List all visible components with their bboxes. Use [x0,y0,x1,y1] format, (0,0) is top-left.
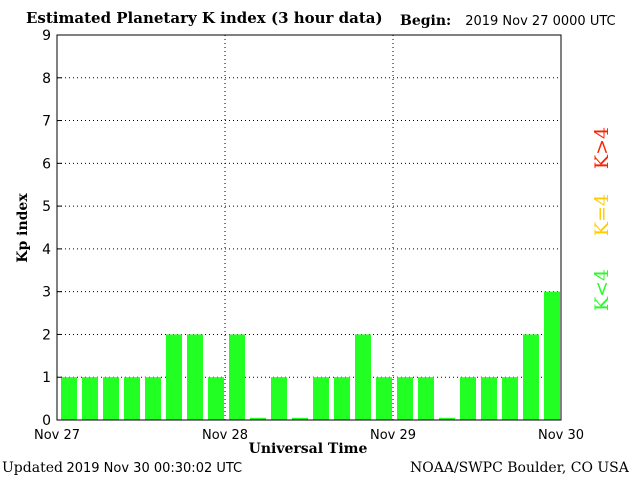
kp-bar [334,377,350,420]
kp-bar [418,377,434,420]
kp-bar [124,377,140,420]
updated-value: 2019 Nov 30 00:30:02 UTC [66,461,243,476]
y-axis-label: Kp index [15,193,31,263]
y-tick-label: 0 [42,413,51,429]
kp-bar [166,334,182,420]
chart-title: Estimated Planetary K index (3 hour data… [26,9,383,27]
kp-bar [481,377,497,420]
y-tick-label: 6 [42,156,51,172]
kp-bar [355,334,371,420]
kp-bar [187,334,203,420]
updated-label: Updated [2,460,63,476]
x-tick-labels: Nov 27 Nov 28 Nov 29 Nov 30 [34,428,584,443]
y-tick-label: 3 [42,285,51,301]
updated-timestamp: Updated 2019 Nov 30 00:30:02 UTC [2,460,242,477]
x-tick-label: Nov 29 [370,428,416,443]
y-tick-label: 4 [42,242,51,258]
x-axis-label: Universal Time [249,441,368,457]
kp-bar [103,377,119,420]
y-tick-label: 1 [42,370,51,386]
y-tick-label: 8 [42,71,51,87]
kp-bar [397,377,413,420]
kp-bar [61,377,77,420]
plot-frame [56,34,562,421]
legend: K<4 K=4 K>4 [591,127,613,311]
x-tick-label: Nov 27 [34,428,80,443]
kp-bar [460,377,476,420]
legend-entry: K=4 [591,194,613,236]
data-source: NOAA/SWPC Boulder, CO USA [410,460,629,476]
kp-bar [250,417,266,420]
y-tick-label: 5 [42,199,51,215]
y-tick-label: 7 [42,114,51,130]
grid-lines [57,35,561,420]
bars [61,291,560,420]
kp-bar [82,377,98,420]
kp-bar [229,334,245,420]
y-tick-label: 2 [42,327,51,343]
y-tick-label: 9 [42,28,51,44]
kp-bar [376,377,392,420]
kp-bar [439,417,455,420]
y-tick-labels: 0 1 2 3 4 5 6 7 8 9 [42,28,62,429]
kp-bar [313,377,329,420]
begin-timestamp: Begin: 2019 Nov 27 0000 UTC [400,13,616,29]
kp-bar [292,417,308,420]
legend-entry: K>4 [591,127,613,169]
kp-bar [145,377,161,420]
x-tick-label: Nov 28 [202,428,248,443]
kp-bar [544,291,560,420]
kp-bar [502,377,518,420]
begin-label: Begin: [400,13,452,29]
legend-entry: K<4 [591,269,613,311]
kp-bar [208,377,224,420]
begin-value: 2019 Nov 27 0000 UTC [465,14,616,29]
x-tick-label: Nov 30 [538,428,584,443]
kp-bar [523,334,539,420]
kp-bar [271,377,287,420]
